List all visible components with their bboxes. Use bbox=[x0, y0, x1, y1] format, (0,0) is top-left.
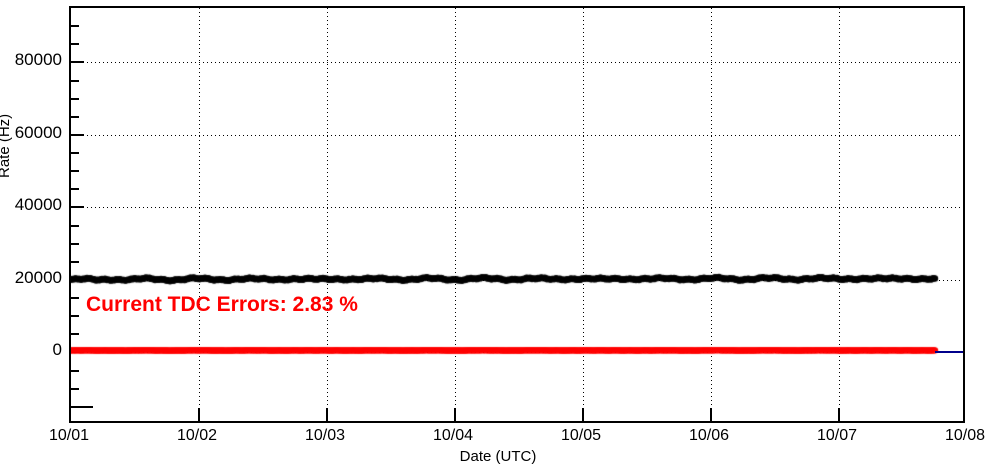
x-tick-label: 10/05 bbox=[560, 427, 602, 444]
annotation-tdc-errors: Current TDC Errors: 2.83 % bbox=[86, 293, 358, 316]
y-tick-label: 80000 bbox=[14, 50, 62, 70]
series-baseline-line bbox=[935, 351, 963, 353]
x-axis-title: Date (UTC) bbox=[459, 448, 537, 465]
x-tick-label: 10/03 bbox=[304, 427, 346, 444]
y-axis-tick-labels: 80000 60000 40000 20000 0 bbox=[0, 0, 62, 472]
plot-area: Current TDC Errors: 2.83 % bbox=[71, 8, 963, 421]
x-tick-label: 10/04 bbox=[432, 427, 474, 444]
series-tdc-errors bbox=[71, 8, 963, 421]
x-tick-label: 10/01 bbox=[48, 427, 90, 444]
y-tick-label: 0 bbox=[52, 340, 62, 360]
x-tick-label: 10/07 bbox=[816, 427, 858, 444]
y-tick-label: 40000 bbox=[14, 195, 62, 215]
x-tick-label: 10/06 bbox=[688, 427, 730, 444]
y-tick-label: 20000 bbox=[14, 267, 62, 287]
plot-frame: Current TDC Errors: 2.83 % bbox=[69, 6, 965, 423]
x-tick-label: 10/08 bbox=[944, 427, 986, 444]
x-tick-label: 10/02 bbox=[176, 427, 218, 444]
y-tick-label: 60000 bbox=[14, 122, 62, 142]
